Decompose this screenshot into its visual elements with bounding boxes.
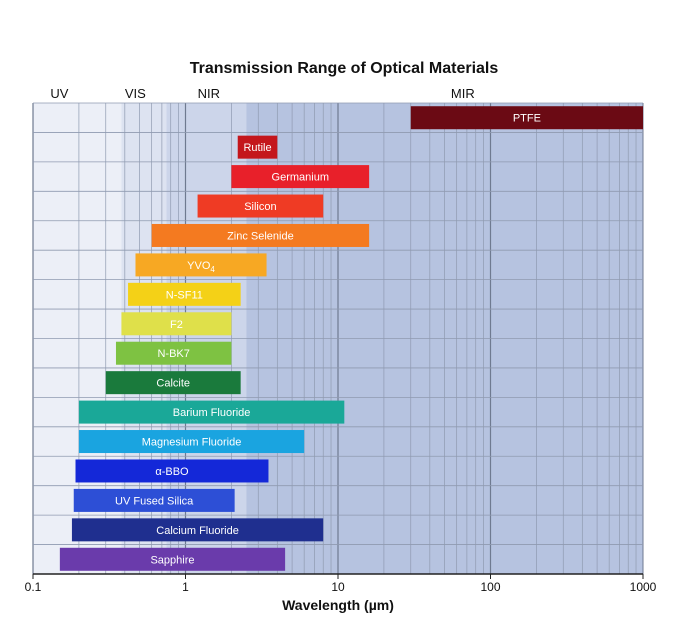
bar-label-germanium: Germanium [272,172,329,184]
x-axis-label: Wavelength (µm) [282,597,394,613]
bar-zinc-selenide [151,223,370,247]
bar-calcium-fluoride [71,518,324,542]
bar-sapphire [59,547,286,571]
bar-f2 [121,312,232,336]
bar-bbo [75,459,269,483]
bar-n-sf11 [128,282,241,306]
bar-label-n-bk7: N-BK7 [157,348,189,360]
x-tick-label: 0.1 [25,580,42,594]
chart-title: Transmission Range of Optical Materials [190,60,499,77]
bar-calcite [105,371,241,395]
bar-label-sapphire: Sapphire [150,554,194,566]
bar-yvo [135,253,267,277]
bar-label-subscript: 4 [210,265,215,274]
bar-label-silicon: Silicon [244,201,276,213]
bar-barium-fluoride [78,400,345,424]
bar-silicon [197,194,324,218]
region-label-vis: VIS [125,86,146,101]
bar-label-rutile: Rutile [243,142,271,154]
x-axis: 0.1 1 10 100 1000 [25,573,657,594]
bar-label-ptfe: PTFE [513,113,541,125]
x-tick-label: 100 [480,580,500,594]
bar-rutile [237,135,278,159]
region-label-mir: MIR [451,86,475,101]
bar-ptfe [410,106,643,130]
bar-label-n-sf11: N-SF11 [166,289,203,301]
bar-label-uv-fused-silica: UV Fused Silica [115,495,194,507]
x-tick-label: 1 [182,580,189,594]
bar-uv-fused-silica [73,488,235,512]
region-label-nir: NIR [198,86,220,101]
bar-germanium [231,165,370,189]
region-label-uv: UV [50,86,68,101]
bar-label-zinc-selenide: Zinc Selenide [227,230,294,242]
bar-label-magnesium-fluoride: Magnesium Fluoride [142,437,242,449]
bar-label-barium-fluoride: Barium Fluoride [173,407,251,419]
bar-label-yvo: YVO4 [187,260,215,274]
material-bars: PTFE Rutile Germanium Silicon Zinc Selenide Y… [59,106,643,571]
bar-n-bk7 [115,341,232,365]
x-tick-label: 1000 [630,580,657,594]
x-tick-label: 10 [331,580,345,594]
bar-label-bbo: α-BBO [155,466,189,478]
bar-label-calcite: Calcite [156,378,190,390]
bar-label-calcium-fluoride: Calcium Fluoride [156,525,239,537]
region-labels: UV VIS NIR MIR [50,86,474,101]
bar-magnesium-fluoride [78,430,305,454]
bar-label-f2: F2 [170,319,183,331]
